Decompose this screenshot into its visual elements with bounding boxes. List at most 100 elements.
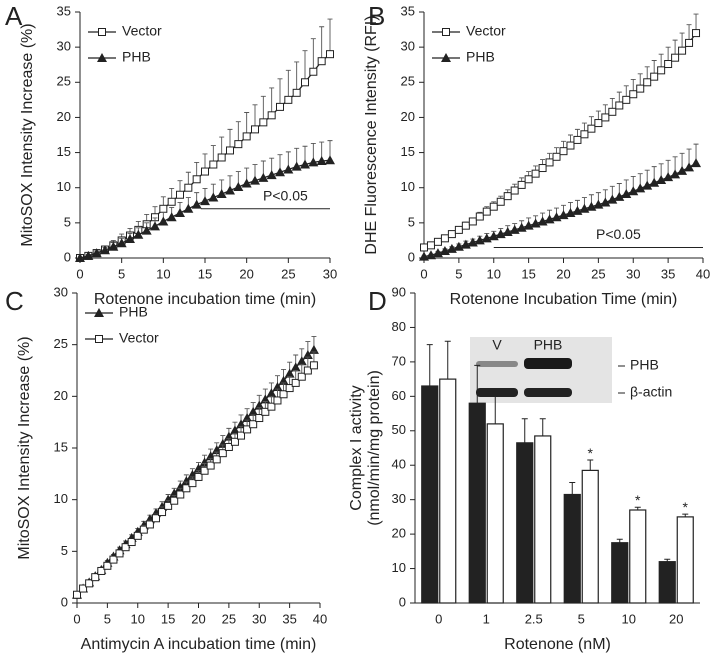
marker: [234, 140, 243, 149]
x-tick-label: 35: [282, 611, 296, 626]
marker: [176, 490, 185, 499]
x-tick-label: 5: [455, 266, 462, 281]
marker: [628, 186, 639, 196]
error-bar: [521, 418, 528, 443]
marker: [116, 238, 127, 248]
marker: [259, 118, 268, 127]
panel-label: A: [5, 1, 23, 31]
x-tick-label: 10: [131, 611, 145, 626]
marker: [241, 178, 252, 188]
marker: [657, 66, 666, 75]
y-tick-label: 10: [57, 179, 71, 194]
y-axis-label: MitoSOX Intensity Increase (%): [16, 336, 33, 559]
marker: [188, 479, 197, 488]
marker: [615, 101, 624, 110]
marker: [559, 147, 568, 156]
marker: [489, 202, 498, 211]
marker: [209, 160, 218, 169]
y-axis-label: MitoSOX Intensity Increase (%): [19, 23, 36, 246]
marker: [468, 217, 477, 226]
marker: [275, 167, 285, 177]
marker: [109, 555, 118, 564]
legend-marker: [94, 308, 104, 317]
marker: [183, 203, 194, 213]
marker: [325, 155, 335, 165]
marker: [301, 78, 309, 87]
bar: [563, 493, 581, 604]
band-label: PHB: [630, 357, 659, 373]
y-tick-label: 0: [399, 594, 406, 609]
marker: [248, 406, 259, 416]
error-bar: [327, 18, 333, 55]
marker: [600, 197, 611, 207]
marker: [531, 169, 540, 178]
marker: [517, 180, 526, 189]
x-tick-label: 0: [435, 611, 442, 626]
marker: [97, 566, 106, 575]
marker: [225, 185, 235, 195]
marker: [552, 152, 561, 161]
marker: [164, 501, 173, 510]
y-tick-label: 25: [401, 74, 415, 89]
y-tick-label: 15: [401, 144, 415, 159]
x-tick-label: 5: [104, 611, 111, 626]
marker: [133, 531, 142, 540]
y-tick-label: 10: [54, 491, 68, 506]
error-bar: [294, 61, 300, 93]
marker: [85, 579, 94, 588]
y-axis-label: Complex I activity: [348, 385, 365, 510]
marker: [230, 437, 239, 446]
marker: [447, 230, 456, 239]
marker: [91, 573, 100, 582]
error-bar: [285, 69, 291, 100]
marker: [267, 111, 276, 120]
significance-label: P<0.05: [596, 226, 641, 242]
y-tick-label: 5: [61, 543, 68, 558]
x-tick-label: 30: [323, 266, 337, 281]
marker: [290, 362, 301, 372]
marker: [607, 194, 618, 204]
marker: [642, 180, 653, 190]
x-tick-label: 0: [76, 266, 83, 281]
marker: [678, 46, 687, 55]
marker: [158, 508, 167, 517]
panel-label: B: [368, 1, 385, 31]
marker: [692, 29, 701, 38]
blot-band: [476, 388, 518, 397]
marker: [242, 132, 251, 141]
panel-label: C: [5, 286, 24, 316]
marker: [608, 107, 617, 116]
marker: [284, 368, 295, 378]
marker: [191, 199, 202, 209]
y-axis-label: DHE Fluorescence Intensity (RFI): [363, 15, 380, 254]
x-tick-label: 30: [252, 611, 266, 626]
marker: [103, 561, 112, 570]
x-tick-label: 20: [669, 611, 683, 626]
marker: [621, 189, 632, 199]
y-tick-label: 30: [392, 491, 406, 506]
marker: [182, 484, 191, 493]
x-tick-label: 30: [626, 266, 640, 281]
legend-label: Vector: [122, 23, 162, 39]
marker: [309, 361, 318, 370]
y-tick-label: 15: [54, 439, 68, 454]
bar: [439, 378, 457, 604]
marker: [284, 95, 293, 104]
marker: [212, 455, 221, 464]
western-blot: V PHB PHB β-actin: [470, 337, 672, 403]
y-tick-label: 20: [392, 526, 406, 541]
marker: [251, 125, 259, 134]
marker: [75, 253, 85, 262]
x-axis-label: Rotenone Incubation Time (min): [450, 291, 678, 308]
marker: [273, 396, 282, 405]
y-tick-label: 15: [57, 144, 71, 159]
marker: [317, 57, 326, 66]
marker: [622, 95, 631, 104]
x-tick-label: 10: [622, 611, 636, 626]
x-tick-label: 25: [281, 266, 295, 281]
y-tick-label: 0: [64, 249, 71, 264]
bar: [676, 516, 694, 604]
error-bar: [302, 50, 308, 83]
band-label: β-actin: [630, 384, 672, 400]
